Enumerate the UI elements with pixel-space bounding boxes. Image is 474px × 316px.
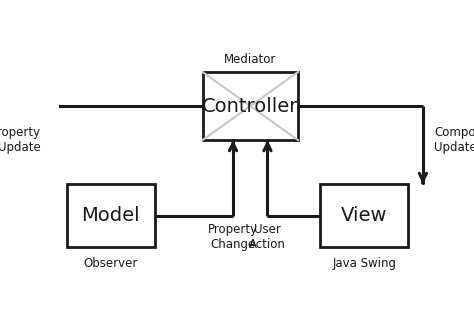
Text: Mediator: Mediator <box>224 53 276 66</box>
Text: Model: Model <box>82 206 140 225</box>
Text: User
Action: User Action <box>249 223 286 251</box>
Text: Property
Change: Property Change <box>208 223 258 251</box>
Text: Property
Update: Property Update <box>0 126 41 154</box>
Bar <box>66 184 155 247</box>
Bar <box>320 184 408 247</box>
Text: Component
Update: Component Update <box>434 126 474 154</box>
Text: Controller: Controller <box>202 97 299 116</box>
Text: Observer: Observer <box>83 257 138 270</box>
Text: Java Swing: Java Swing <box>332 257 396 270</box>
Bar <box>202 72 298 140</box>
Text: View: View <box>341 206 387 225</box>
